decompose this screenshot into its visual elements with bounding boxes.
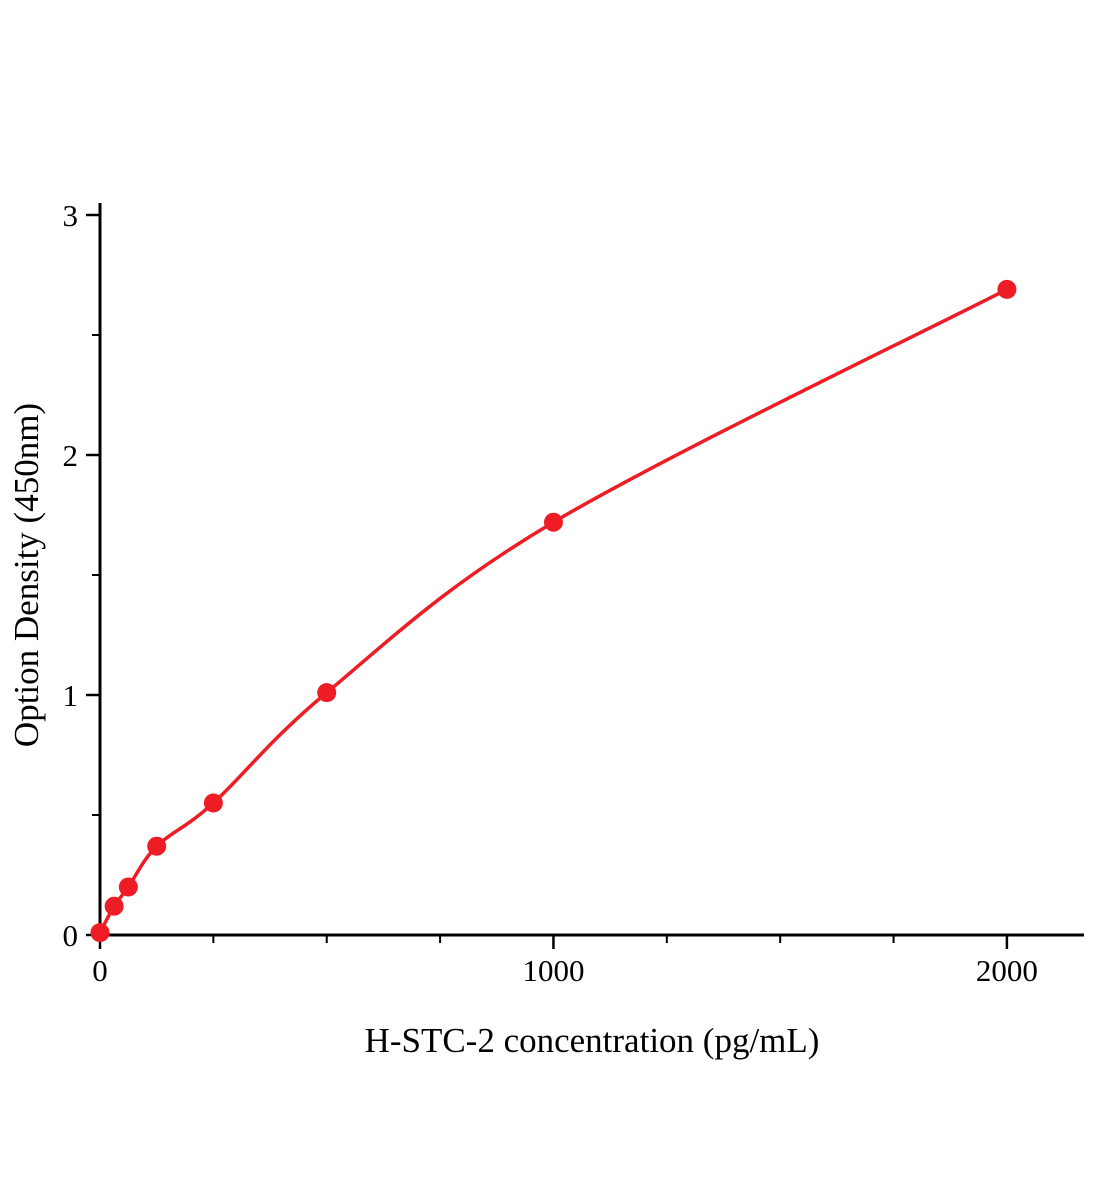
data-point-marker	[90, 923, 110, 943]
axis-lines	[98, 203, 1084, 937]
y-tick-label: 0	[63, 918, 79, 953]
data-point-marker	[203, 793, 223, 813]
data-point-marker	[543, 512, 563, 532]
plot-area: 0 1000 2000 0 1 2 3	[63, 198, 1084, 988]
data-point-marker	[118, 877, 138, 897]
data-point-marker	[317, 683, 337, 703]
data-point-marker	[997, 279, 1017, 299]
fit-curve	[98, 287, 1009, 935]
x-tick-label: 0	[92, 953, 108, 988]
axes: 0 1000 2000 0 1 2 3	[63, 198, 1084, 988]
y-tick-label: 3	[63, 198, 79, 233]
data-point-marker	[147, 836, 167, 856]
y-tick-label: 2	[63, 438, 79, 473]
x-tick-label: 2000	[976, 953, 1038, 988]
x-axis-label: H-STC-2 concentration (pg/mL)	[365, 1021, 820, 1060]
x-tick-label: 1000	[522, 953, 584, 988]
data-points	[90, 279, 1017, 943]
y-tick-label: 1	[63, 678, 79, 713]
y-axis-label: Option Density (450nm)	[7, 403, 46, 747]
data-point-marker	[104, 896, 124, 916]
standard-curve-line	[98, 287, 1009, 935]
